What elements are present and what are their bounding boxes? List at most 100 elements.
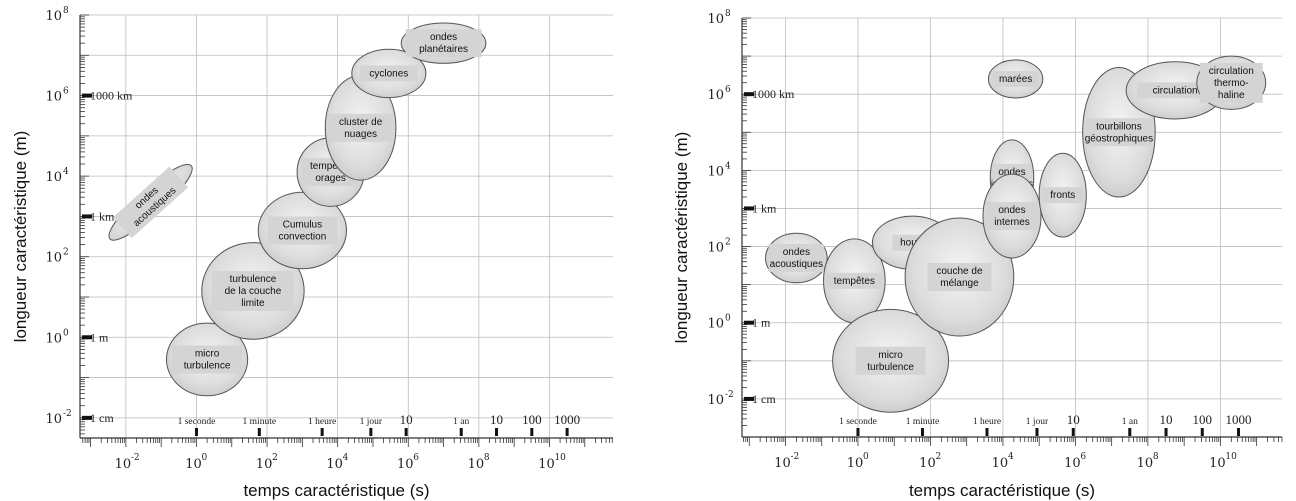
y-axis-title: longueur caractéristique (m): [11, 131, 30, 343]
x-tick-label-exponent: -2: [131, 453, 140, 463]
y-tick-label-exponent: 0: [725, 314, 731, 324]
y-tick-label-exponent: 4: [63, 167, 69, 177]
x-tick-label-exponent: 10: [554, 453, 566, 463]
phenomenon-label-line: limite: [241, 298, 265, 309]
right-chart-panel: 10 -210 010 210 410 610 810 -2 10 0 10 2 10 4 10 6 10 8 10…: [672, 9, 1283, 500]
y-reference-label: 1000 km: [90, 89, 133, 103]
phenomenon-label: ondes internes: [994, 205, 1030, 228]
x-reference-label: 1000: [554, 412, 580, 427]
x-tick-label-exponent: 2: [935, 452, 941, 462]
phenomenon-label-box: [986, 202, 1038, 231]
x-tick-label-exponent: -2: [790, 452, 799, 462]
phenomenon-label: tourbillons géostrophiques: [1085, 121, 1153, 144]
x-reference-mark: [530, 428, 534, 436]
x-tick-label: 10: [847, 456, 864, 471]
y-reference-mark: [82, 415, 92, 420]
phenomenon-label-line: micro: [195, 348, 220, 359]
phenomenon-label-box: [1199, 62, 1263, 103]
x-reference-label: 10: [490, 412, 503, 427]
x-reference-label: 1000: [1226, 412, 1252, 427]
x-reference-label: 100: [522, 412, 542, 427]
y-reference-mark: [744, 92, 754, 97]
x-reference-label: 1 an: [453, 417, 469, 427]
x-reference-label: 100: [1193, 412, 1213, 427]
x-reference-mark: [1035, 428, 1039, 436]
phenomenon-label-box: [267, 216, 338, 245]
phenomenon-label-line: cyclones: [369, 68, 408, 79]
phenomenon-label-line: tourbillons: [1096, 121, 1142, 132]
y-tick-label: 10: [707, 317, 724, 332]
phenomenon-label-line: orages: [315, 173, 346, 184]
phenomenon-label-line: convection: [278, 232, 326, 243]
x-axis-title: temps caractéristique (s): [909, 481, 1095, 500]
phenomenon-label-line: Cumulus: [283, 220, 322, 231]
x-tick-label: 10: [1209, 456, 1226, 471]
phenomenon-label-box: [826, 272, 883, 289]
phenomenon-label-line: ondes: [430, 32, 457, 43]
phenomenon-label-line: ondes: [998, 167, 1025, 178]
phenomenon-label-box: [1137, 82, 1214, 99]
phenomenon-label: fronts: [1050, 190, 1075, 201]
y-reference-label: 1 m: [752, 316, 771, 330]
phenomenon-bubble: couche de mélange: [904, 217, 1015, 337]
x-tick-label-exponent: 10: [1225, 452, 1237, 462]
phenomenon-label: cluster de nuages: [339, 117, 383, 140]
phenomenon-label-line: planétaires: [419, 44, 468, 55]
y-tick-label-exponent: 6: [725, 85, 731, 95]
phenomenon-bubble: cyclones: [351, 48, 427, 99]
phenomenon-label-line: acoustiques: [770, 259, 823, 270]
x-tick-label-exponent: 0: [863, 452, 869, 462]
x-tick-label-exponent: 0: [201, 453, 207, 463]
y-reference-label: 1 m: [90, 330, 109, 344]
y-tick-label-exponent: 0: [63, 328, 69, 338]
phenomenon-label-box: [172, 345, 243, 374]
phenomenon-label-box: [1042, 187, 1084, 204]
y-reference-mark: [82, 214, 92, 219]
x-reference-mark: [369, 428, 373, 436]
x-tick-label: 10: [468, 457, 485, 472]
phenomenon-label-box: [992, 70, 1039, 87]
phenomenon-label-line: cluster de: [339, 117, 383, 128]
x-reference-mark: [1200, 428, 1204, 436]
phenomenon-label-line: tempêtes: [310, 161, 351, 172]
phenomenon-label: houle: [900, 238, 925, 249]
phenomenon-label: circulation thermo-haline: [1209, 66, 1254, 101]
y-tick-label: 10: [45, 331, 62, 346]
phenomenon-label-line: turbulence: [184, 360, 231, 371]
y-reference-mark: [744, 396, 754, 401]
x-reference-label: 1 heure: [973, 417, 1001, 427]
y-reference-label: 1000 km: [752, 87, 795, 101]
phenomenon-label: micro turbulence: [184, 348, 231, 371]
phenomenon-label-line: thermo-: [1214, 78, 1248, 89]
phenomenon-label-box: [359, 65, 418, 82]
phenomenon-label-box: [768, 243, 825, 272]
y-tick-label: 10: [45, 90, 62, 105]
y-tick-label: 10: [707, 164, 724, 179]
y-tick-label-exponent: 2: [725, 238, 731, 248]
y-tick-label-exponent: -2: [725, 390, 734, 400]
phenomenon-label: couche de mélange: [936, 266, 983, 289]
phenomenon-label-line: marées: [999, 74, 1032, 85]
x-tick-label-exponent: 8: [484, 453, 490, 463]
phenomenon-label-line: circulation: [1153, 85, 1198, 96]
x-reference-label: 1 seconde: [839, 417, 877, 427]
x-tick-label: 10: [1064, 456, 1081, 471]
x-reference-label: 1 heure: [308, 417, 336, 427]
phenomenon-label: Cumulus convection: [278, 220, 326, 243]
phenomenon-bubble: tempêtes: [823, 238, 886, 324]
phenomenon-bubble: Cumulus convection: [257, 191, 347, 270]
phenomenon-label: tempêtes: [834, 276, 875, 287]
phenomenon-label-box: [1085, 118, 1153, 147]
x-reference-label: 10: [1067, 412, 1080, 427]
phenomenon-label-line: haline: [1218, 90, 1245, 101]
x-reference-label: 10: [1160, 412, 1173, 427]
x-tick-label: 10: [115, 457, 132, 472]
x-tick-label: 10: [185, 457, 202, 472]
y-reference-mark: [744, 320, 754, 325]
phenomenon-label-box: [112, 166, 189, 239]
phenomenon-label: tempêtes orages: [310, 161, 351, 184]
phenomenon-label-box: [405, 29, 482, 58]
y-reference-label: 1 cm: [752, 392, 776, 406]
x-tick-label-exponent: 8: [1153, 452, 1159, 462]
